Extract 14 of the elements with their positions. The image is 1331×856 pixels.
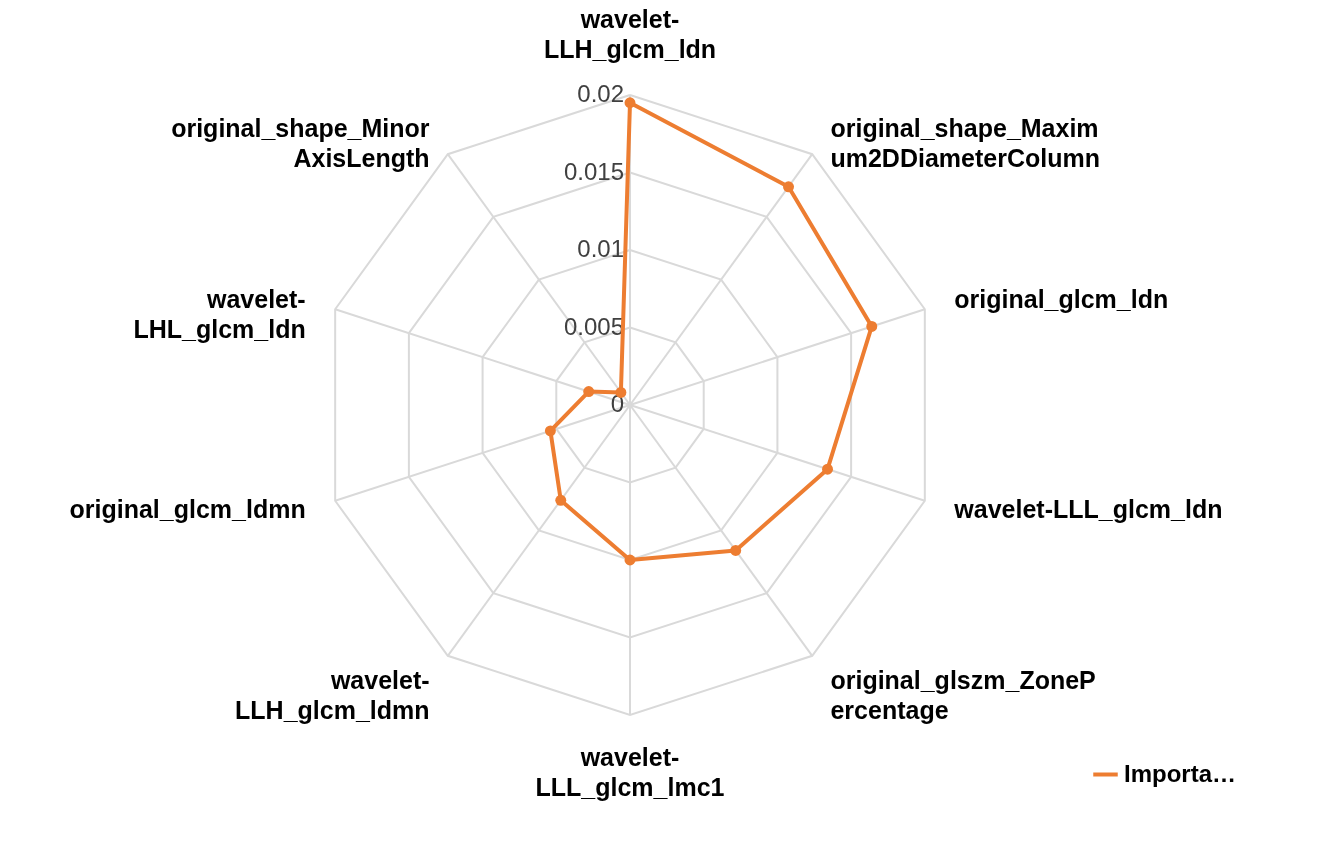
spoke-label: wavelet-LLL_glcm_ldn: [953, 495, 1223, 524]
y-tick-label: 0.015: [563, 157, 624, 185]
spoke-label: original_glcm_ldmn: [69, 495, 306, 524]
spoke-label: wavelet- LLL_glcm_lmc1: [535, 743, 725, 801]
spoke-label: original_glcm_ldn: [954, 284, 1169, 313]
spoke-label: wavelet- LLH_glcm_ldn: [543, 5, 717, 63]
spoke-label: original_shape_Minor AxisLength: [171, 114, 430, 173]
y-tick-label: 0.02: [577, 80, 624, 107]
spoke-label: original_glszm_ZoneP ercentage: [830, 665, 1096, 724]
legend-label: Importa…: [1124, 759, 1237, 787]
spoke-label: wavelet- LHL_glcm_ldn: [133, 284, 306, 343]
spoke-label: wavelet- LLH_glcm_ldmn: [235, 665, 430, 724]
y-tick-label: 0.01: [577, 235, 624, 262]
spoke-label: original_shape_Maxim um2DDiameterColumn: [830, 114, 1100, 173]
